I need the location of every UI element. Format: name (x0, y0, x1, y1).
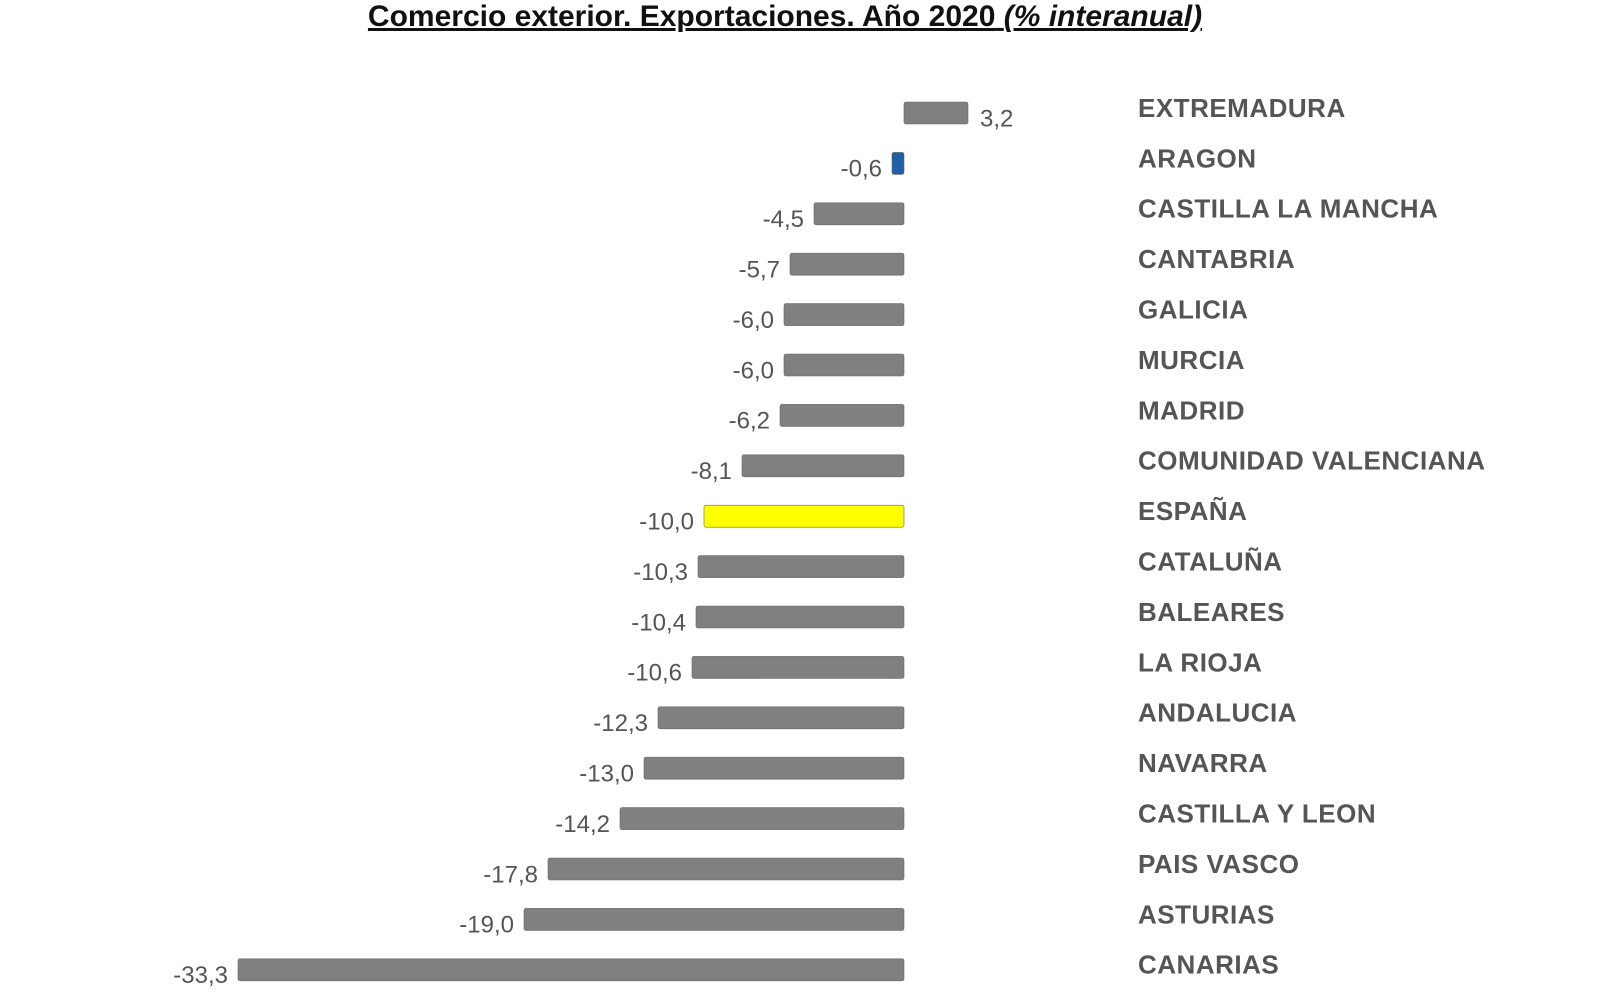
category-label: GALICIA (1138, 294, 1248, 324)
chart-title: Comercio exterior. Exportaciones. Año 20… (368, 0, 1202, 33)
value-label: -6,2 (729, 408, 770, 435)
value-label: -10,6 (627, 660, 682, 687)
bar (703, 504, 905, 528)
value-label: -10,0 (639, 509, 694, 536)
value-label: -8,1 (691, 458, 732, 485)
value-label: -33,3 (173, 962, 228, 989)
value-label: -14,2 (555, 811, 610, 838)
title-sub: (% interanual) (1004, 0, 1202, 33)
bar (891, 152, 905, 175)
bar (523, 908, 905, 931)
value-label: -13,0 (579, 761, 634, 788)
category-label: MURCIA (1138, 345, 1245, 375)
bar (741, 454, 905, 478)
value-label: -17,8 (483, 861, 538, 888)
category-label: CANARIAS (1138, 950, 1279, 980)
bar (657, 706, 905, 730)
bar (697, 555, 905, 578)
title-main: Comercio exterior. Exportaciones. Año 20… (368, 0, 995, 33)
category-label: MADRID (1138, 395, 1245, 425)
value-label: -6,0 (733, 307, 774, 334)
bar (547, 857, 905, 881)
category-label: CANTABRIA (1138, 244, 1295, 274)
category-label: ARAGON (1138, 143, 1257, 173)
value-label: -5,7 (739, 257, 780, 284)
category-label: EXTREMADURA (1138, 93, 1346, 123)
bar (783, 303, 905, 326)
value-label: -10,3 (633, 559, 688, 586)
bar (789, 252, 905, 276)
category-label: ESPAÑA (1138, 496, 1247, 526)
category-label: ANDALUCIA (1138, 698, 1297, 728)
value-label: -4,5 (763, 206, 804, 233)
bar (237, 958, 905, 982)
bar (813, 202, 905, 226)
category-label: COMUNIDAD VALENCIANA (1138, 446, 1486, 476)
category-label: BALEARES (1138, 597, 1285, 627)
value-label: -10,4 (631, 609, 686, 636)
value-label: 3,2 (980, 105, 1013, 132)
bar (619, 807, 905, 830)
value-label: -6,0 (733, 357, 774, 384)
bar (643, 756, 905, 780)
bar (783, 353, 905, 377)
value-label: -19,0 (459, 912, 514, 939)
category-label: LA RIOJA (1138, 647, 1262, 677)
category-label: NAVARRA (1138, 748, 1268, 778)
bar (903, 101, 969, 125)
category-label: CASTILLA Y LEON (1138, 798, 1376, 828)
bar (695, 605, 905, 629)
category-label: PAIS VASCO (1138, 849, 1300, 879)
category-label: CASTILLA LA MANCHA (1138, 194, 1438, 224)
value-label: -0,6 (841, 156, 882, 183)
category-label: ASTURIAS (1138, 899, 1275, 929)
category-label: CATALUÑA (1138, 546, 1283, 576)
bar (691, 656, 905, 679)
value-label: -12,3 (593, 710, 648, 737)
bar (779, 404, 905, 427)
